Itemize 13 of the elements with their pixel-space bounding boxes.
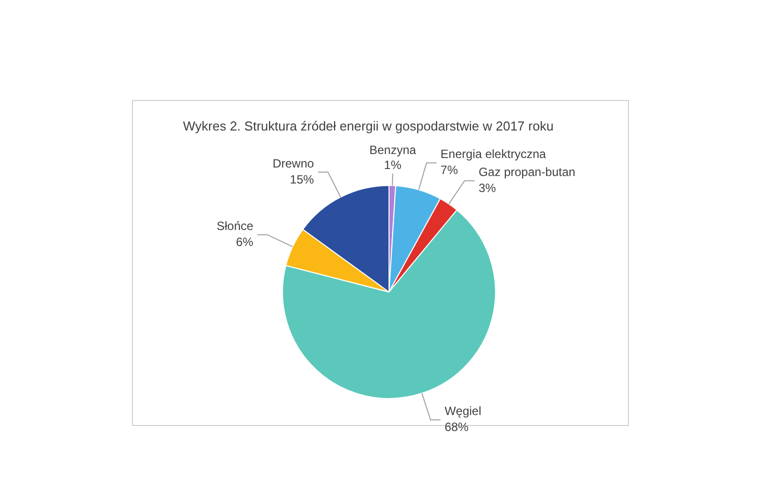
data-label: 3%	[478, 181, 496, 196]
slice-label: Słońce	[216, 219, 254, 234]
data-label: 7%	[440, 163, 458, 178]
data-label: 68%	[444, 420, 469, 434]
data-label: 6%	[236, 235, 254, 250]
data-label: 1%	[384, 158, 402, 172]
slice-label: Węgiel	[444, 404, 482, 418]
slice-label: Benzyna	[369, 142, 416, 157]
slice-label: Drewno	[272, 156, 314, 170]
slice-label: Energia elektryczna	[440, 147, 546, 162]
slice-label: Gaz propan-butan	[478, 165, 576, 180]
chart-title: Wykres 2. Struktura źródeł energii w gospodarstwie w 2017 roku	[183, 118, 554, 134]
data-label: 15%	[290, 172, 314, 186]
